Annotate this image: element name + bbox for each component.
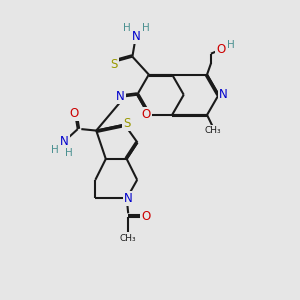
Text: O: O xyxy=(142,108,151,122)
Text: CH₃: CH₃ xyxy=(120,234,136,243)
Text: O: O xyxy=(141,210,150,224)
Text: S: S xyxy=(123,117,131,130)
Text: H: H xyxy=(51,145,59,155)
Text: N: N xyxy=(219,88,227,101)
Text: CH₃: CH₃ xyxy=(204,126,221,135)
Text: S: S xyxy=(110,58,118,70)
Text: O: O xyxy=(216,43,226,56)
Text: H: H xyxy=(227,40,235,50)
Text: N: N xyxy=(116,90,125,103)
Text: N: N xyxy=(132,30,141,43)
Text: O: O xyxy=(70,107,79,120)
Text: H: H xyxy=(142,23,150,33)
Text: H: H xyxy=(65,148,73,158)
Text: H: H xyxy=(122,23,130,33)
Text: N: N xyxy=(60,135,69,148)
Text: N: N xyxy=(124,192,133,205)
